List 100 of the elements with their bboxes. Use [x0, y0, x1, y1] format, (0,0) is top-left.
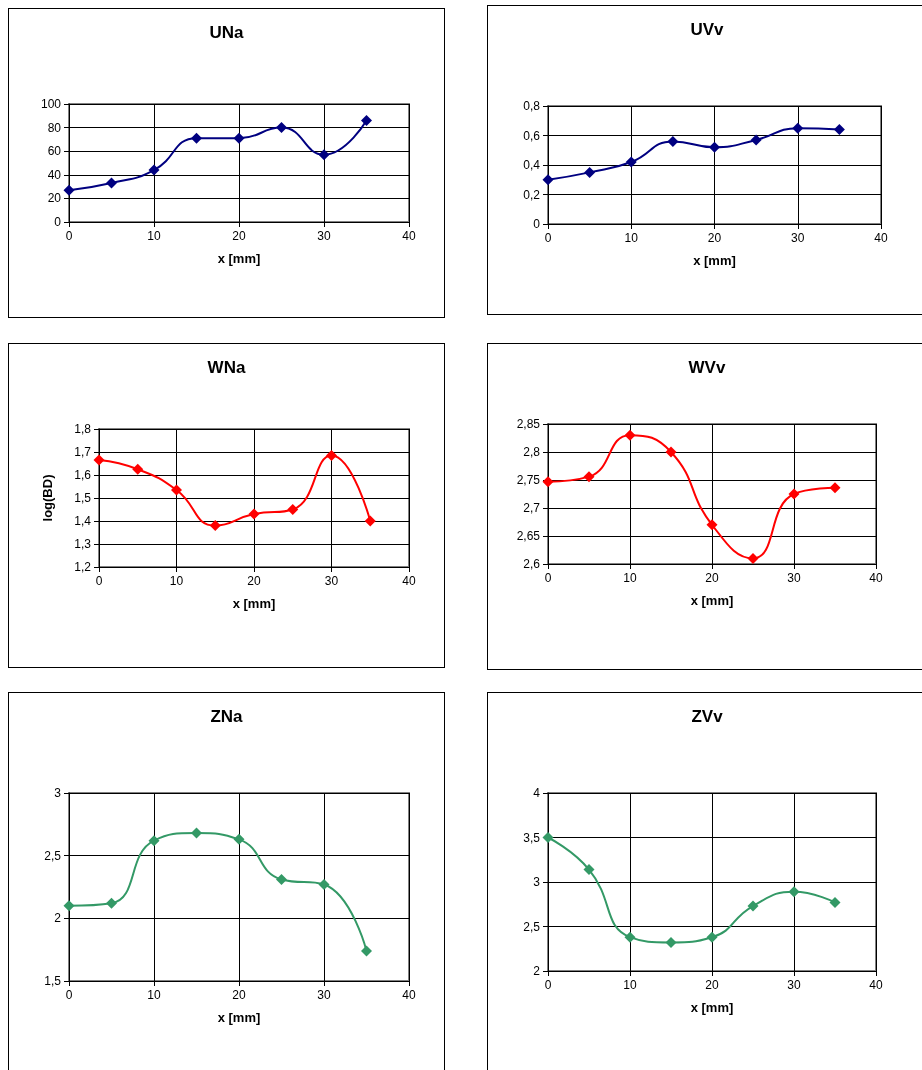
- point: [361, 115, 372, 127]
- x-tick-label: 40: [402, 229, 416, 243]
- point: [248, 508, 260, 520]
- x-tick-label: 10: [624, 231, 639, 245]
- chart-title: WNa: [207, 358, 246, 377]
- point: [63, 900, 75, 912]
- x-tick-label: 0: [544, 231, 552, 245]
- x-tick-label: 40: [874, 231, 888, 245]
- point: [326, 449, 337, 461]
- x-tick-label: 40: [402, 988, 416, 1002]
- point: [171, 484, 182, 496]
- x-tick-label: 0: [544, 571, 552, 585]
- x-axis-title: x [mm]: [217, 1010, 261, 1025]
- x-tick-label: 20: [705, 978, 719, 992]
- x-tick-label: 30: [317, 988, 331, 1002]
- y-tick-label: 2,5: [523, 919, 541, 934]
- y-tick-label: 0,2: [523, 187, 541, 202]
- point: [318, 149, 330, 161]
- point: [364, 515, 376, 527]
- point: [542, 476, 554, 488]
- x-tick-label: 0: [65, 229, 73, 243]
- point: [276, 122, 287, 134]
- x-axis-title: x [mm]: [693, 253, 736, 268]
- y-tick-label: 2,7: [523, 501, 541, 515]
- point: [706, 931, 718, 943]
- point: [583, 471, 595, 483]
- chart-title: ZVv: [691, 707, 724, 726]
- y-tick-label: 2: [533, 964, 541, 978]
- point: [233, 833, 245, 845]
- y-tick-label: 0,8: [523, 99, 541, 113]
- x-tick-label: 20: [232, 988, 246, 1002]
- point: [665, 446, 677, 458]
- y-tick-label: 1,5: [74, 491, 92, 505]
- y-tick-label: 3: [533, 875, 541, 889]
- point: [148, 164, 160, 176]
- point: [233, 132, 245, 144]
- x-axis-title: x [mm]: [690, 1000, 734, 1015]
- chart-title: ZNa: [210, 707, 244, 726]
- point: [829, 482, 841, 494]
- x-tick-label: 10: [147, 229, 161, 243]
- point: [287, 504, 299, 515]
- y-tick-label: 2,85: [516, 417, 541, 431]
- y-tick-label: 1,5: [44, 974, 62, 988]
- point: [584, 166, 596, 178]
- point: [542, 174, 554, 186]
- y-tick-label: 2,5: [44, 848, 62, 863]
- point: [833, 124, 845, 136]
- y-tick-label: 60: [47, 144, 62, 159]
- point: [747, 900, 759, 912]
- point: [209, 520, 221, 532]
- y-tick-label: 1,8: [74, 422, 92, 436]
- x-axis-title: x [mm]: [690, 593, 734, 608]
- x-tick-label: 20: [247, 574, 261, 588]
- x-tick-label: 0: [95, 574, 103, 588]
- x-tick-label: 10: [623, 571, 637, 585]
- x-tick-label: 40: [402, 574, 416, 588]
- point: [788, 488, 800, 500]
- x-tick-label: 30: [324, 574, 339, 588]
- point: [106, 897, 117, 909]
- y-tick-label: 1,6: [74, 468, 92, 482]
- x-tick-label: 10: [169, 574, 184, 588]
- point: [191, 827, 202, 839]
- point: [667, 135, 679, 147]
- point: [93, 454, 105, 466]
- point: [624, 931, 636, 943]
- point: [709, 141, 720, 153]
- x-axis-title: x [mm]: [217, 251, 261, 266]
- x-tick-label: 10: [147, 988, 161, 1002]
- point: [276, 873, 287, 885]
- point: [625, 156, 637, 168]
- x-tick-label: 30: [787, 571, 801, 585]
- y-tick-label: 0: [533, 217, 541, 231]
- y-tick-label: 100: [40, 97, 62, 111]
- x-tick-label: 20: [707, 231, 722, 245]
- y-tick-label: 2,75: [516, 473, 541, 487]
- y-tick-label: 2,6: [523, 557, 541, 571]
- point: [361, 945, 372, 957]
- point: [318, 878, 330, 890]
- point: [829, 896, 841, 908]
- point: [583, 864, 595, 876]
- point: [665, 937, 677, 949]
- y-tick-label: 0,6: [523, 128, 541, 143]
- point: [792, 122, 804, 134]
- x-tick-label: 40: [869, 978, 883, 992]
- x-tick-label: 0: [544, 978, 552, 992]
- y-axis-title: log(BD): [40, 474, 55, 522]
- y-tick-label: 20: [47, 191, 62, 206]
- y-tick-label: 2: [54, 911, 62, 926]
- x-tick-label: 40: [869, 571, 883, 585]
- y-tick-label: 4: [533, 786, 541, 800]
- chart-title: WVv: [688, 358, 726, 377]
- point: [750, 134, 762, 146]
- x-tick-label: 0: [65, 988, 73, 1002]
- point: [106, 177, 117, 189]
- point: [148, 835, 160, 847]
- y-tick-label: 2,65: [516, 529, 541, 543]
- y-tick-label: 2,8: [523, 445, 541, 459]
- x-tick-label: 20: [705, 571, 719, 585]
- x-tick-label: 30: [787, 978, 801, 992]
- point: [624, 429, 636, 441]
